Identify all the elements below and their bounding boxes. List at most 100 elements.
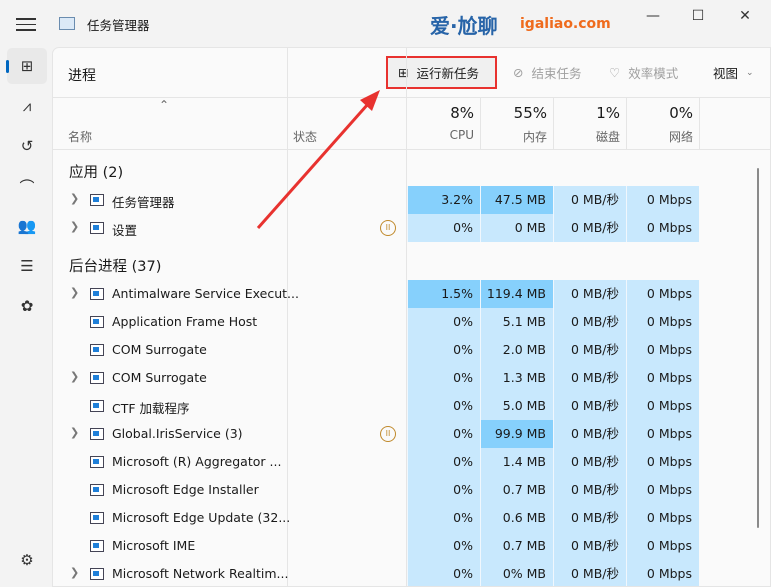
performance-nav-button[interactable]: ⩘ <box>7 88 47 124</box>
table-header: ⌃ 名称 状态 8% CPU 55% 内存 1% 磁盘 0% 网络 <box>53 98 770 150</box>
process-name: COM Surrogate <box>112 342 207 357</box>
mem-value: 0.7 MB <box>480 476 553 504</box>
details-nav-button[interactable]: ☰ <box>7 248 47 284</box>
chevron-right-icon[interactable]: ❯ <box>70 370 80 383</box>
process-name: COM Surrogate <box>112 370 207 385</box>
chevron-right-icon[interactable]: ❯ <box>70 192 80 205</box>
view-button[interactable]: 视图 ⌄ <box>703 56 764 89</box>
window-title: 任务管理器 <box>87 18 150 33</box>
net-value: 0 Mbps <box>626 560 699 586</box>
close-button[interactable]: ✕ <box>739 8 751 24</box>
minimize-button[interactable]: — <box>646 8 660 24</box>
net-value: 0 Mbps <box>626 504 699 532</box>
disk-value: 0 MB/秒 <box>553 214 626 242</box>
maximize-button[interactable]: ☐ <box>691 8 705 24</box>
mem-value: 0% MB <box>480 560 553 586</box>
table-row[interactable]: ❯ Antimalware Service Execut... 1.5% 119.4 … <box>53 280 770 308</box>
table-row[interactable]: COM Surrogate 0% 2.0 MB 0 MB/秒 0 Mbps <box>53 336 770 364</box>
table-row[interactable]: Microsoft IME 0% 0.7 MB 0 MB/秒 0 Mbps <box>53 532 770 560</box>
net-value: 0 Mbps <box>626 476 699 504</box>
column-cpu[interactable]: CPU <box>449 128 474 142</box>
sidebar-nav: ⊞ ⩘ ↺ ⌒ 👥 ☰ ✿ ⚙ <box>0 48 52 587</box>
table-row[interactable]: Microsoft Edge Installer 0% 0.7 MB 0 MB/秒 0 … <box>53 476 770 504</box>
scrollbar[interactable] <box>757 168 759 528</box>
table-row[interactable]: Application Frame Host 0% 5.1 MB 0 MB/秒 0 Mb… <box>53 308 770 336</box>
app-history-nav-button[interactable]: ↺ <box>7 128 47 164</box>
table-row[interactable]: Microsoft Edge Update (32... 0% 0.6 MB 0 MB… <box>53 504 770 532</box>
disk-value: 0 MB/秒 <box>553 420 626 448</box>
memory-total[interactable]: 55% <box>513 104 547 122</box>
table-row[interactable]: ❯ 任务管理器 3.2% 47.5 MB 0 MB/秒 0 Mbps <box>53 186 770 214</box>
group-label: 后台进程 (37) <box>69 259 162 275</box>
process-name: Microsoft (R) Aggregator ... <box>112 454 282 469</box>
table-row[interactable]: ❯ Global.IrisService (3) II 0% 99.9 MB 0 MB/秒… <box>53 420 770 448</box>
performance-icon: ⩘ <box>22 97 32 115</box>
chevron-right-icon[interactable]: ❯ <box>70 426 80 439</box>
users-nav-button[interactable]: 👥 <box>7 208 47 244</box>
cpu-value: 0% <box>407 560 480 586</box>
paused-status-icon: II <box>380 426 396 442</box>
mem-value: 47.5 MB <box>480 186 553 214</box>
process-icon <box>90 512 104 524</box>
group-header: 应用 (2) <box>53 156 770 184</box>
process-icon <box>90 484 104 496</box>
net-value: 0 Mbps <box>626 420 699 448</box>
column-network[interactable]: 网络 <box>668 130 693 144</box>
disk-total[interactable]: 1% <box>596 104 620 122</box>
process-name: 任务管理器 <box>112 195 175 210</box>
run-new-task-button[interactable]: ⊞ 运行新任务 <box>386 56 497 89</box>
table-row[interactable]: CTF 加载程序 0% 5.0 MB 0 MB/秒 0 Mbps <box>53 392 770 420</box>
watermark-url: igaliao.com <box>520 16 611 32</box>
net-value: 0 Mbps <box>626 392 699 420</box>
mem-value: 1.4 MB <box>480 448 553 476</box>
cpu-value: 0% <box>407 336 480 364</box>
services-nav-button[interactable]: ✿ <box>7 288 47 324</box>
net-value: 0 Mbps <box>626 448 699 476</box>
chevron-right-icon[interactable]: ❯ <box>70 286 80 299</box>
end-task-label: 结束任务 <box>531 66 582 81</box>
title-bar: 任务管理器 — ☐ ✕ <box>0 0 771 48</box>
column-status[interactable]: 状态 <box>293 130 318 144</box>
processes-nav-button[interactable]: ⊞ <box>6 48 47 84</box>
process-icon <box>90 400 104 412</box>
column-divider <box>287 48 288 586</box>
process-name: CTF 加载程序 <box>112 401 190 416</box>
column-name[interactable]: 名称 <box>68 130 93 144</box>
run-task-icon: ⊞ <box>398 65 409 80</box>
end-task-button[interactable]: ⊘ 结束任务 <box>503 56 592 89</box>
network-total[interactable]: 0% <box>669 104 693 122</box>
column-divider <box>480 98 481 150</box>
process-icon <box>90 288 104 300</box>
processes-icon: ⊞ <box>20 57 34 75</box>
efficiency-mode-button[interactable]: ♡ 效率模式 <box>599 56 688 89</box>
cpu-value: 0% <box>407 364 480 392</box>
sort-ascending-icon[interactable]: ⌃ <box>159 98 170 112</box>
settings-icon: ⚙ <box>20 551 34 569</box>
chevron-right-icon[interactable]: ❯ <box>70 220 80 233</box>
table-row[interactable]: ❯ Microsoft Network Realtim... 0% 0% MB 0 MB… <box>53 560 770 586</box>
table-row[interactable]: ❯ COM Surrogate 0% 1.3 MB 0 MB/秒 0 Mbps <box>53 364 770 392</box>
disk-value: 0 MB/秒 <box>553 504 626 532</box>
column-disk[interactable]: 磁盘 <box>595 130 620 144</box>
settings-nav-button[interactable]: ⚙ <box>7 542 47 578</box>
net-value: 0 Mbps <box>626 336 699 364</box>
leaf-icon: ♡ <box>609 65 621 80</box>
table-row[interactable]: ❯ 设置 II 0% 0 MB 0 MB/秒 0 Mbps <box>53 214 770 242</box>
cpu-value: 0% <box>407 308 480 336</box>
mem-value: 2.0 MB <box>480 336 553 364</box>
menu-icon[interactable] <box>16 14 36 34</box>
disk-value: 0 MB/秒 <box>553 560 626 586</box>
settings-gear-icon <box>90 222 104 234</box>
cpu-total[interactable]: 8% <box>450 104 474 122</box>
mem-value: 0 MB <box>480 214 553 242</box>
net-value: 0 Mbps <box>626 280 699 308</box>
column-memory[interactable]: 内存 <box>522 130 547 144</box>
task-manager-icon <box>59 17 75 30</box>
chevron-right-icon[interactable]: ❯ <box>70 566 80 579</box>
end-task-icon: ⊘ <box>513 65 524 80</box>
disk-value: 0 MB/秒 <box>553 336 626 364</box>
table-row[interactable]: Microsoft (R) Aggregator ... 0% 1.4 MB 0 MB… <box>53 448 770 476</box>
startup-apps-nav-button[interactable]: ⌒ <box>7 168 47 204</box>
disk-value: 0 MB/秒 <box>553 392 626 420</box>
